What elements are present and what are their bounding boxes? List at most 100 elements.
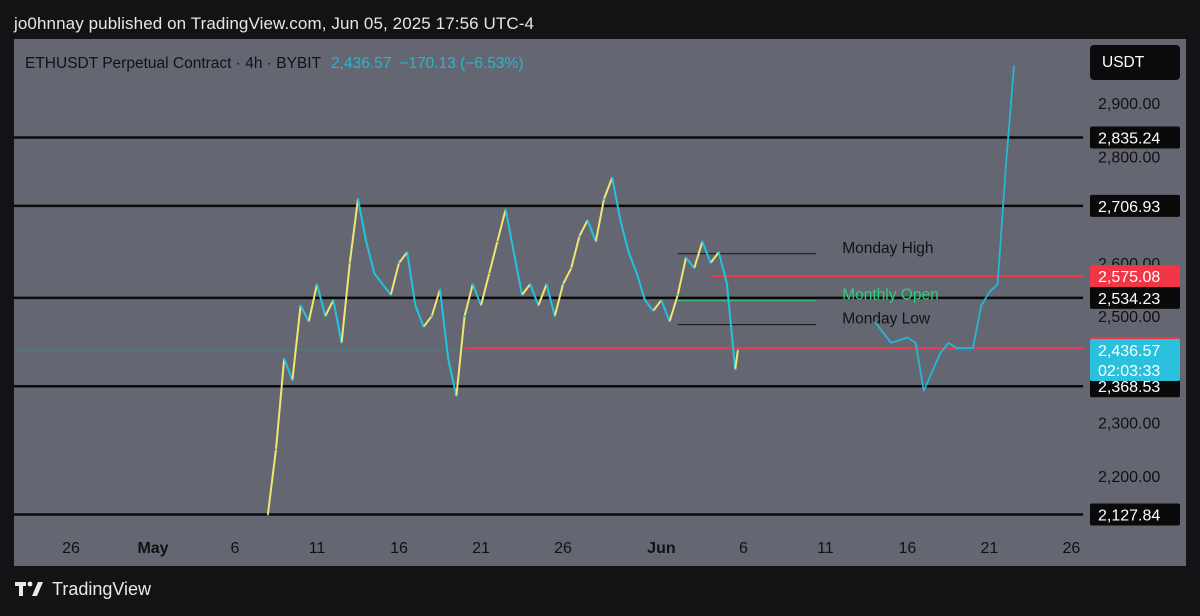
x-tick-label: 26 bbox=[62, 540, 80, 557]
symbol-legend: ETHUSDT Perpetual Contract · 4h · BYBIT 2… bbox=[25, 55, 523, 73]
price-point bbox=[373, 272, 376, 275]
price-point bbox=[512, 251, 515, 254]
price-point bbox=[570, 267, 573, 270]
price-point bbox=[357, 198, 359, 200]
price-point bbox=[422, 325, 425, 328]
price-segment bbox=[398, 251, 408, 264]
price-point bbox=[430, 315, 433, 318]
chart-plot-area[interactable] bbox=[14, 39, 1083, 566]
y-tick-label: 2,200.00 bbox=[1098, 469, 1160, 486]
price-tag[interactable] bbox=[1090, 126, 1180, 149]
price-point bbox=[471, 283, 474, 286]
horizontal-levels bbox=[14, 136, 1083, 516]
price-segment bbox=[283, 358, 294, 381]
price-segment bbox=[316, 283, 327, 317]
y-tick-label: 2,800.00 bbox=[1098, 149, 1160, 166]
currency-button[interactable]: USDT bbox=[1090, 45, 1180, 80]
last-price-tag-label: 2,436.57 bbox=[1098, 343, 1160, 360]
x-tick-label: 26 bbox=[554, 540, 572, 557]
price-tag[interactable] bbox=[1090, 286, 1180, 309]
last-price-tag[interactable] bbox=[1090, 338, 1180, 381]
x-tick-label: 11 bbox=[309, 540, 326, 557]
annotation-label: Monday High bbox=[842, 240, 933, 257]
x-tick-label: 26 bbox=[1063, 540, 1081, 557]
price-tag[interactable] bbox=[1090, 503, 1180, 526]
price-point bbox=[594, 240, 597, 243]
y-tick-label: 2,500.00 bbox=[1098, 309, 1160, 326]
price-segment bbox=[307, 283, 318, 322]
tradingview-logo-icon bbox=[15, 581, 43, 596]
price-tag[interactable] bbox=[1090, 265, 1180, 288]
price-point bbox=[701, 240, 704, 243]
price-point bbox=[504, 208, 507, 211]
price-point bbox=[480, 304, 482, 307]
price-change-legend: −170.13 (−6.53%) bbox=[399, 55, 524, 72]
price-point bbox=[521, 293, 523, 296]
price-point bbox=[266, 513, 269, 516]
price-point bbox=[414, 304, 417, 307]
price-point bbox=[488, 272, 491, 275]
price-point bbox=[737, 349, 739, 351]
price-segment bbox=[471, 283, 482, 306]
price-segment bbox=[373, 272, 384, 285]
price-point bbox=[603, 198, 605, 200]
price-segment bbox=[488, 241, 499, 274]
price-segment bbox=[627, 251, 638, 274]
price-segment bbox=[594, 198, 605, 242]
price-point bbox=[586, 219, 589, 222]
price-point bbox=[398, 261, 400, 264]
price-segment bbox=[726, 284, 737, 370]
price-segment bbox=[324, 299, 335, 317]
price-segment bbox=[734, 349, 739, 370]
price-point bbox=[545, 283, 548, 286]
price-segment bbox=[545, 283, 556, 317]
price-point bbox=[709, 261, 712, 264]
price-tag-label: 2,127.84 bbox=[1098, 507, 1160, 524]
price-segment bbox=[603, 177, 614, 200]
annotation-label: Monday Low bbox=[842, 311, 931, 328]
x-tick-label: May bbox=[137, 540, 168, 557]
price-point bbox=[578, 235, 581, 238]
projection bbox=[873, 65, 1015, 392]
countdown-label: 02:03:33 bbox=[1098, 363, 1160, 380]
symbol-name: ETHUSDT Perpetual Contract · 4h · BYBIT bbox=[25, 55, 322, 72]
price-tag-label: 2,368.53 bbox=[1098, 379, 1160, 396]
price-point bbox=[635, 272, 638, 275]
price-point bbox=[660, 299, 663, 302]
price-segment bbox=[668, 294, 679, 322]
price-segment bbox=[365, 241, 376, 274]
price-point bbox=[652, 309, 655, 312]
x-tick-label: 6 bbox=[231, 540, 240, 557]
price-point bbox=[316, 283, 318, 286]
price-segment bbox=[332, 299, 343, 343]
price-segment bbox=[676, 257, 687, 296]
price-point bbox=[644, 299, 646, 302]
x-tick-label: 21 bbox=[981, 540, 999, 557]
x-tick-label: Jun bbox=[647, 540, 675, 557]
price-tag[interactable] bbox=[1090, 194, 1180, 217]
price-point bbox=[324, 315, 327, 318]
price-point bbox=[447, 357, 450, 360]
price-point bbox=[389, 293, 392, 296]
x-tick-label: 21 bbox=[472, 540, 490, 557]
price-segment bbox=[299, 305, 310, 322]
price-segment bbox=[340, 262, 351, 343]
price-point bbox=[562, 283, 564, 286]
price-point bbox=[717, 251, 720, 254]
price-segment bbox=[496, 209, 507, 242]
price-segment bbox=[389, 262, 400, 296]
x-tick-label: 16 bbox=[899, 540, 917, 557]
price-segment bbox=[521, 283, 531, 296]
price-segment bbox=[455, 316, 466, 397]
price-segment bbox=[381, 283, 392, 296]
price-point bbox=[348, 261, 351, 264]
y-tick-label: 2,900.00 bbox=[1098, 96, 1160, 113]
price-segment bbox=[717, 251, 728, 285]
projection-path[interactable] bbox=[873, 65, 1015, 392]
price-segment bbox=[685, 256, 695, 269]
price-point bbox=[676, 293, 679, 296]
price-point bbox=[275, 448, 277, 451]
price-segment bbox=[660, 299, 671, 322]
publisher-line: jo0hnnay published on TradingView.com, J… bbox=[14, 14, 535, 33]
